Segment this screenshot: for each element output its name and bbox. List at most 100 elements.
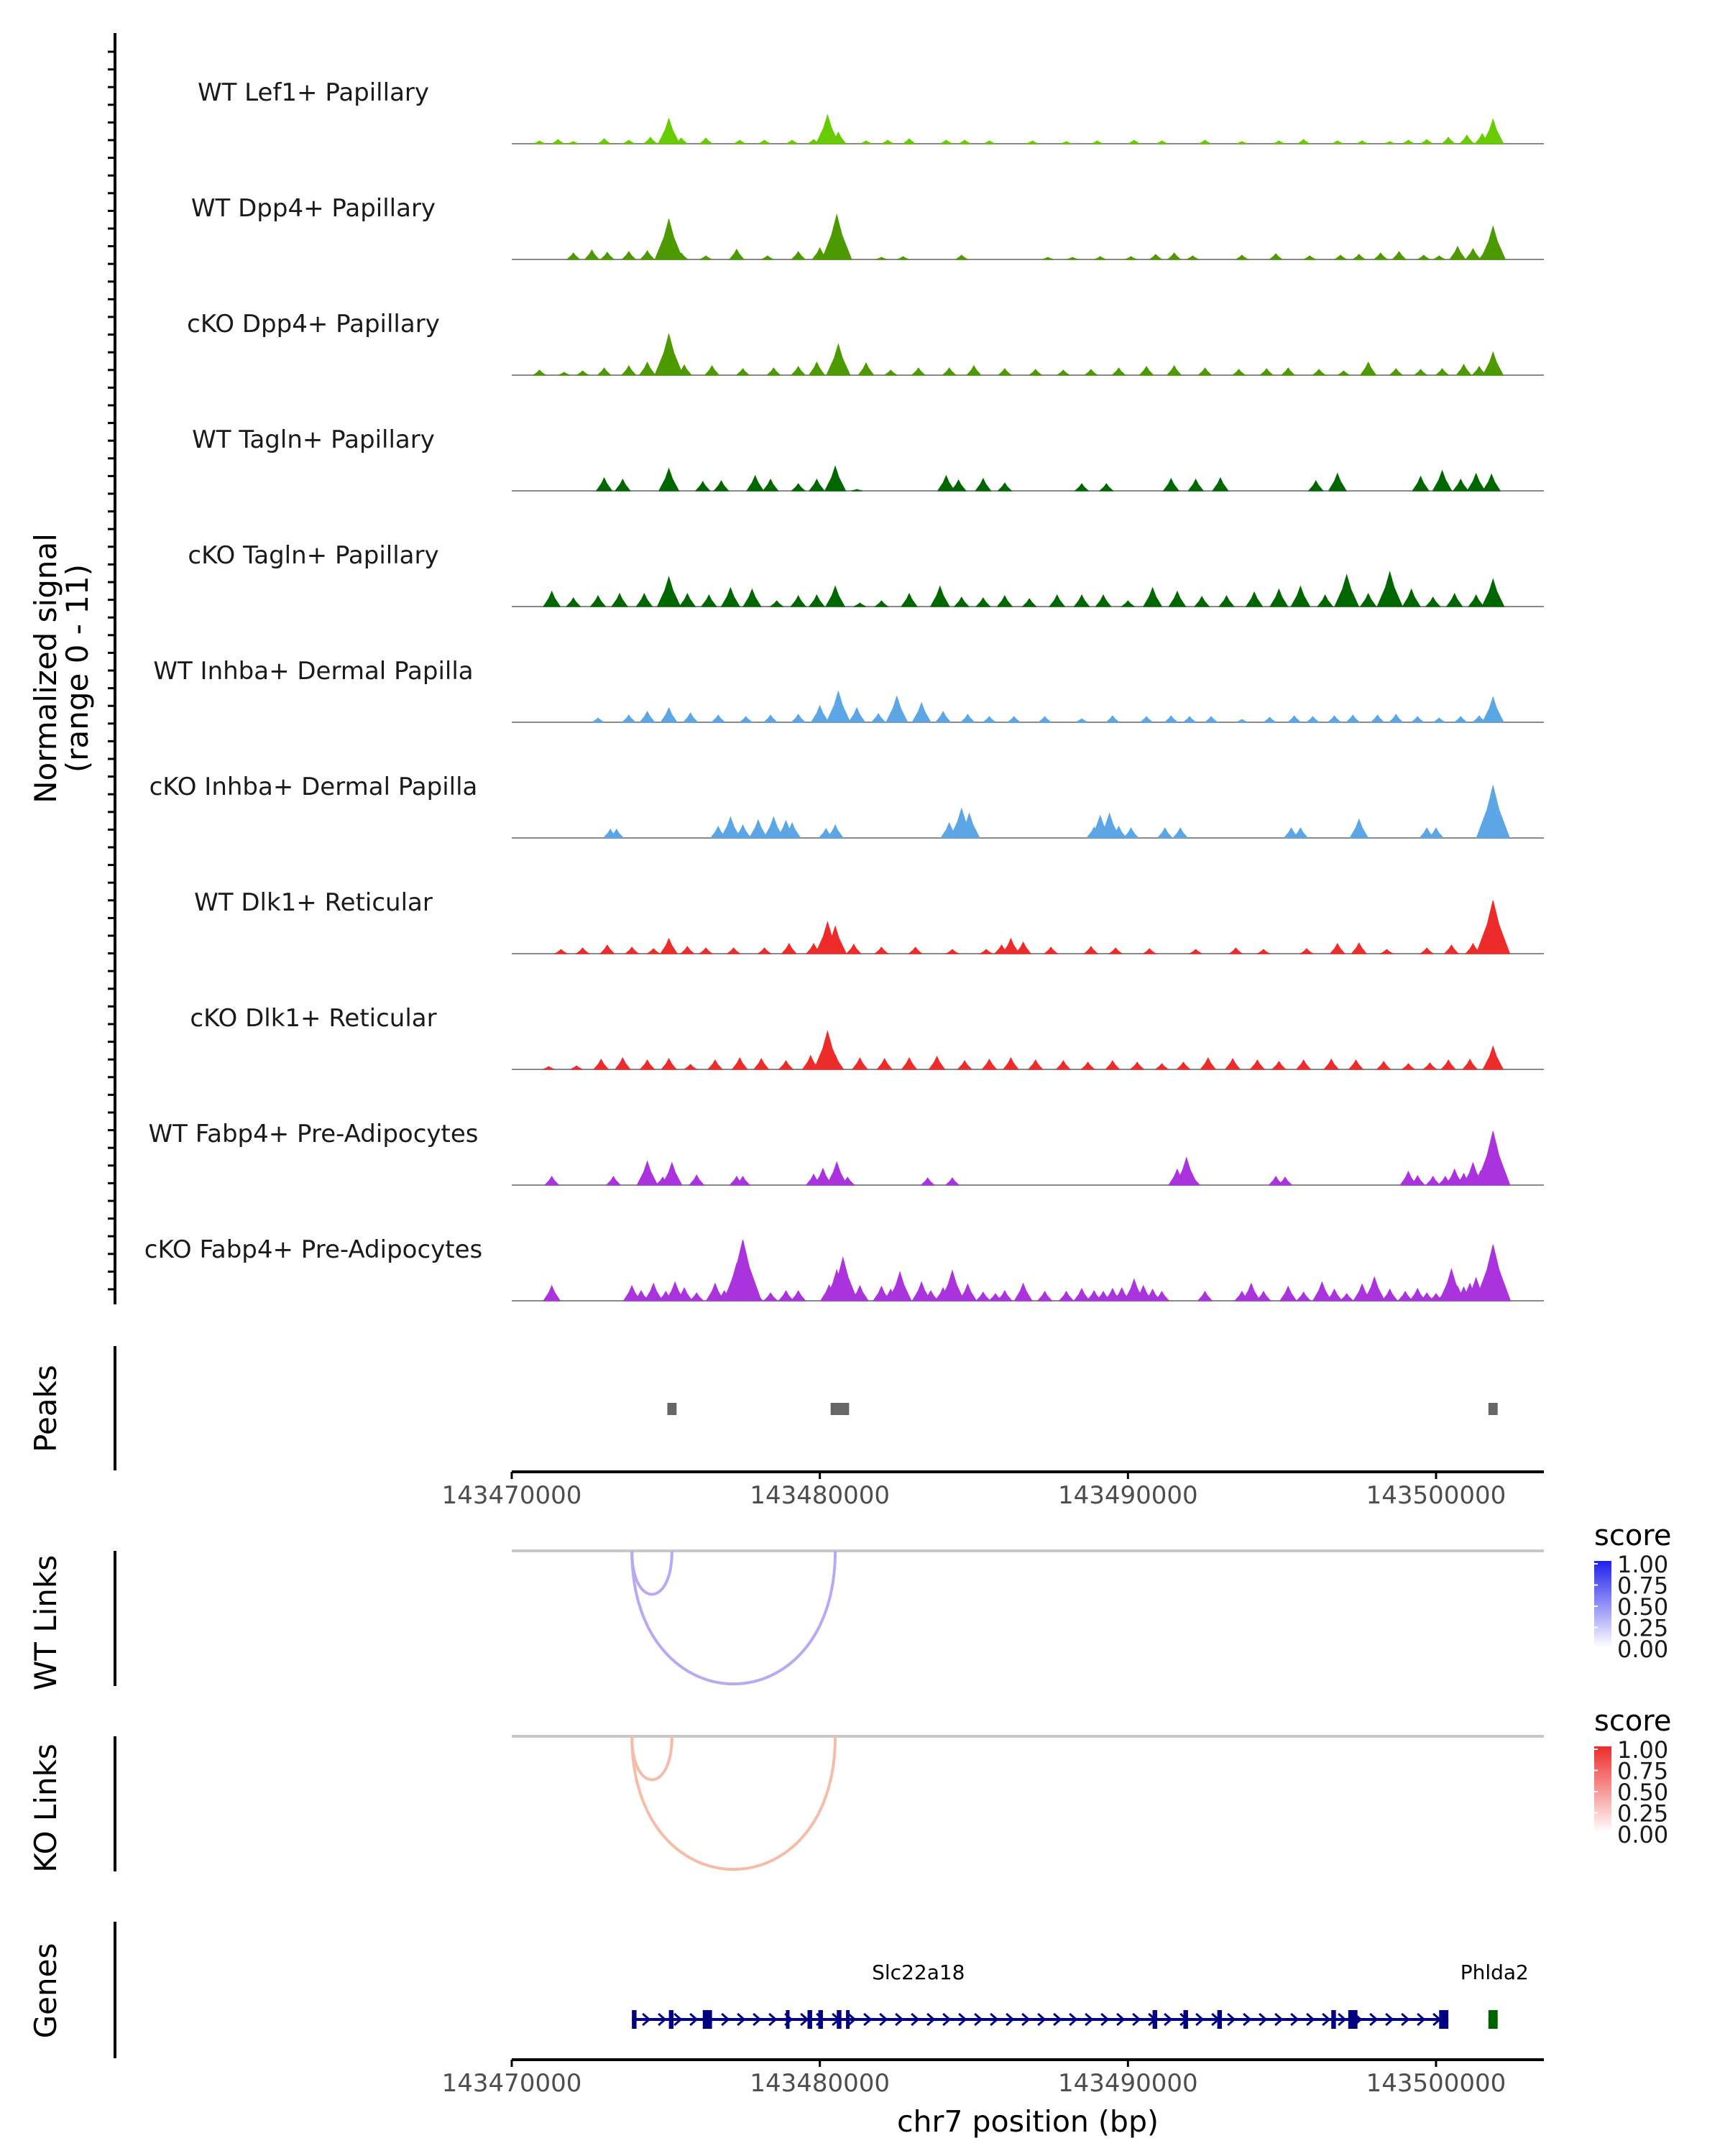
exon xyxy=(702,2010,712,2029)
signal-peak xyxy=(597,367,612,376)
signal-peak xyxy=(1388,714,1404,723)
signal-peak xyxy=(1482,351,1504,376)
strand-arrow xyxy=(1053,2012,1062,2027)
signal-peak xyxy=(1094,256,1106,260)
genes-panel: Genes Slc22a18 Phlda2 xyxy=(28,1922,1529,2058)
signal-peak xyxy=(593,1058,610,1070)
coverage-track: WT Tagln+ Papillary xyxy=(192,425,1544,492)
signal-peak xyxy=(857,361,875,376)
peaks-y-title: Peaks xyxy=(28,1365,63,1452)
signal-peak xyxy=(1425,596,1441,607)
signal-peak xyxy=(1296,139,1311,144)
signal-peak xyxy=(1443,944,1460,954)
track-label: WT Tagln+ Papillary xyxy=(192,425,435,454)
signal-peak xyxy=(911,367,926,376)
signal-peak xyxy=(1279,1285,1297,1302)
signal-peak xyxy=(589,594,607,607)
exon xyxy=(837,2010,842,2029)
signal-peak xyxy=(854,602,866,607)
signal-peak xyxy=(584,249,600,260)
signal-peak xyxy=(1268,253,1284,260)
signal-peak xyxy=(1476,1130,1511,1186)
signal-peak xyxy=(746,474,765,492)
signal-peak xyxy=(621,251,637,260)
signal-peak xyxy=(614,1056,631,1070)
exon xyxy=(846,2010,850,2029)
signal-peak xyxy=(997,482,1013,492)
signal-peak xyxy=(821,213,852,260)
signal-peak xyxy=(1376,1061,1392,1070)
legend-tick-label: 0.50 xyxy=(1617,1779,1668,1806)
signal-peak xyxy=(1234,254,1250,260)
signal-peak xyxy=(1259,368,1274,376)
signal-peak xyxy=(638,361,656,376)
signal-peak xyxy=(786,139,799,144)
legend-tick-label: 0.25 xyxy=(1617,1800,1668,1828)
signal-peak xyxy=(1224,1057,1241,1070)
x-axis-title: chr7 position (bp) xyxy=(897,2104,1159,2139)
signal-peak xyxy=(870,713,886,723)
signal-peak xyxy=(1307,479,1324,492)
strand-arrow xyxy=(689,2012,699,2027)
signal-peak xyxy=(660,706,678,723)
signal-peak xyxy=(840,1176,855,1186)
signal-peak xyxy=(1381,1288,1399,1302)
signal-peak xyxy=(1043,946,1059,954)
signal-peak xyxy=(1163,715,1179,723)
signal-peak xyxy=(1323,1058,1340,1070)
signal-peak xyxy=(1445,592,1463,607)
signal-peak xyxy=(1328,472,1347,492)
signal-peak xyxy=(1466,472,1486,492)
signal-peak xyxy=(1402,139,1414,144)
signal-peak xyxy=(753,1057,770,1070)
strand-arrow xyxy=(895,2012,904,2027)
exon xyxy=(1348,2010,1358,2029)
signal-peak xyxy=(1167,252,1182,260)
signal-peak xyxy=(558,372,570,376)
signal-peak xyxy=(958,812,980,839)
signal-peak xyxy=(847,706,866,723)
signal-peak xyxy=(942,367,957,376)
signal-peak xyxy=(1001,937,1020,954)
signal-peak xyxy=(1015,941,1032,954)
signal-peak xyxy=(1461,1058,1478,1070)
strand-arrow xyxy=(990,2012,999,2027)
gene-model: Slc22a18 xyxy=(632,1961,1449,2029)
signal-peak xyxy=(1455,363,1472,376)
strand-arrow xyxy=(847,2012,857,2027)
signal-peak xyxy=(1295,1059,1312,1070)
signal-peak xyxy=(704,365,720,376)
strand-arrow xyxy=(1290,2012,1300,2027)
signal-peak xyxy=(982,716,997,723)
signal-peak xyxy=(543,1176,560,1186)
signal-peak xyxy=(1211,476,1229,492)
signal-peak xyxy=(1197,1291,1213,1302)
signal-peak xyxy=(950,479,967,492)
signal-peak xyxy=(1143,586,1163,607)
exon xyxy=(668,2010,674,2029)
signal-peak xyxy=(929,585,950,607)
signal-peak xyxy=(1128,139,1141,144)
signal-peak xyxy=(1095,594,1112,607)
strand-arrow xyxy=(721,2012,730,2027)
exon xyxy=(1488,2010,1498,2029)
signal-peak xyxy=(1336,370,1351,376)
legend-tick-label: 1.00 xyxy=(1617,1736,1668,1764)
signal-peak xyxy=(996,1289,1013,1302)
signal-peak xyxy=(1317,594,1334,607)
signal-peak xyxy=(1186,255,1199,260)
signal-peak xyxy=(1482,1045,1504,1070)
strand-arrow xyxy=(926,2012,936,2027)
signal-peak xyxy=(826,343,851,376)
link-arc xyxy=(630,1550,673,1596)
signal-peak xyxy=(1397,1291,1414,1302)
exon xyxy=(786,2010,790,2029)
signal-peak xyxy=(1228,947,1243,954)
signal-peak xyxy=(966,365,982,376)
signal-peak xyxy=(1055,1060,1072,1070)
signal-peak xyxy=(742,588,762,607)
signal-peak xyxy=(827,824,845,839)
signal-peak xyxy=(720,586,740,607)
signal-peak xyxy=(1269,588,1289,607)
signal-peak xyxy=(1295,1291,1312,1302)
